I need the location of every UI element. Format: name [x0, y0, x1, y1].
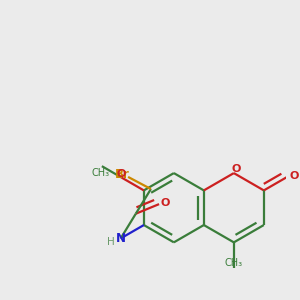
Text: O: O: [232, 164, 241, 174]
Text: O: O: [161, 197, 170, 208]
Text: Br: Br: [115, 168, 130, 181]
Text: O: O: [116, 169, 126, 179]
Text: N: N: [116, 232, 126, 245]
Text: CH₃: CH₃: [225, 257, 243, 268]
Text: O: O: [289, 171, 298, 181]
Text: CH₃: CH₃: [91, 168, 110, 178]
Text: H: H: [107, 237, 115, 247]
